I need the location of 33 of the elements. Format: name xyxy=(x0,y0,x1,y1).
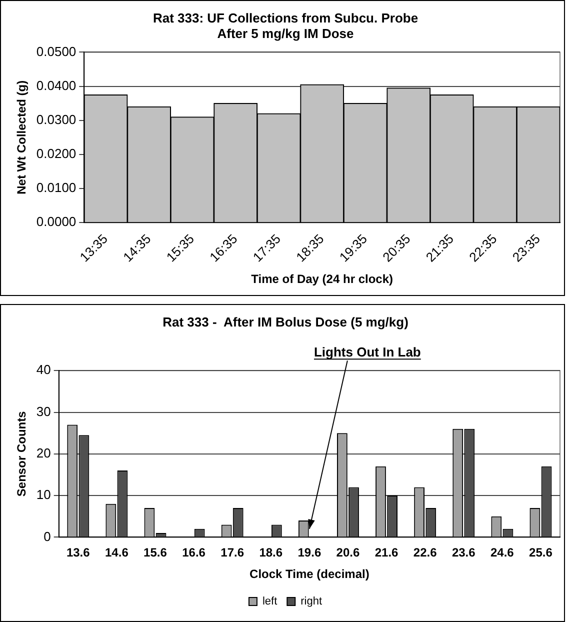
y-tick-label: 10 xyxy=(36,487,51,502)
x-tick-label: 13.6 xyxy=(66,546,90,560)
x-tick-label: 19.6 xyxy=(298,546,322,560)
y-axis-title: Net Wt Collected (g) xyxy=(14,80,29,194)
legend-label: left xyxy=(262,596,278,608)
x-tick-label: 25.6 xyxy=(529,546,553,560)
chart-title: Rat 333: UF Collections from Subcu. Probe After 5 mg/kg IM Dose xyxy=(152,10,418,41)
y-tick-label: 20 xyxy=(36,445,51,460)
y-tick-label: 0.0200 xyxy=(36,146,76,161)
y-tick-label: 0.0300 xyxy=(36,112,76,127)
annotation: Lights Out In Lab xyxy=(314,344,421,360)
chart-title: Rat 333 - After IM Bolus Dose (5 mg/kg) xyxy=(162,314,408,330)
y-tick-label: 30 xyxy=(36,404,51,419)
y-tick-label: 0.0000 xyxy=(36,214,76,230)
x-tick-label: 18.6 xyxy=(259,546,283,560)
y-tick-label: 0.0400 xyxy=(36,78,76,93)
x-tick-label: 15.6 xyxy=(144,546,168,560)
legend-label: right xyxy=(300,596,322,608)
x-axis-title: Time of Day (24 hr clock) xyxy=(251,272,393,286)
x-tick-label: 22.6 xyxy=(413,546,438,560)
x-axis-title: Clock Time (decimal) xyxy=(250,567,370,582)
x-tick-label: 23.6 xyxy=(452,546,476,560)
y-tick-label: 40 xyxy=(36,362,51,378)
x-tick-label: 21.6 xyxy=(374,546,399,560)
x-tick-label: 20.6 xyxy=(336,546,360,560)
y-axis-title: Sensor Counts xyxy=(14,410,29,497)
y-tick-label: 0 xyxy=(44,528,51,544)
x-tick-label: 14.6 xyxy=(105,546,129,560)
x-tick-label: 16.6 xyxy=(182,546,206,560)
y-tick-label: 0.0100 xyxy=(36,180,76,196)
x-tick-label: 24.6 xyxy=(490,546,514,560)
x-tick-label: 17.6 xyxy=(220,546,244,560)
y-tick-label: 0.0500 xyxy=(36,44,76,59)
